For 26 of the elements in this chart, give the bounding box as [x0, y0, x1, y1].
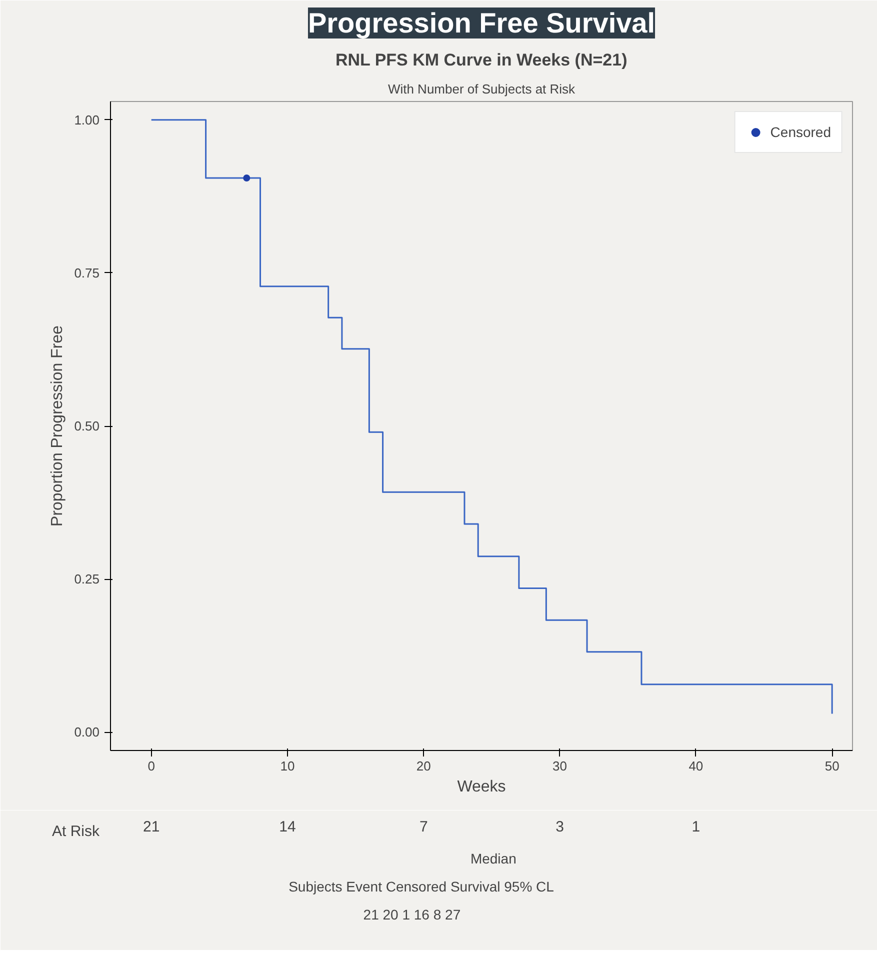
text: At Risk — [52, 823, 100, 840]
text: 1 — [692, 818, 700, 836]
y-tick-label: 0.75 — [74, 265, 100, 280]
x-axis-title: Weeks — [457, 778, 506, 796]
y-tick-label: 0.25 — [74, 572, 100, 587]
text: 21 20 1 16 8 27 — [363, 906, 461, 922]
text: 21 — [143, 818, 160, 836]
y-axis-title: Proportion Progression Free — [49, 325, 66, 526]
x-tick-label: 10 — [280, 758, 295, 774]
x-tick-label: 0 — [148, 758, 155, 774]
chart-subtitle: RNL PFS KM Curve in Weeks (N=21) — [335, 50, 628, 70]
x-tick-label: 40 — [688, 758, 704, 774]
x-tick-label: 20 — [416, 758, 431, 774]
text: Subjects Event Censored Survival 95% CL — [288, 878, 554, 894]
x-tick-label: 30 — [552, 758, 568, 774]
y-tick-label: 1.00 — [74, 112, 100, 128]
y-tick-label: 0.00 — [74, 724, 100, 740]
y-tick-label: 0.50 — [74, 418, 100, 434]
x-tick-label: 50 — [824, 758, 840, 774]
text: 7 — [419, 818, 428, 836]
text: 3 — [556, 818, 564, 836]
legend-label: Censored — [770, 124, 831, 140]
text: With Number of Subjects at Risk — [388, 82, 576, 96]
text: 14 — [279, 818, 296, 836]
text: Median — [470, 850, 516, 866]
chart-title: Progression Free Survival — [308, 8, 656, 38]
